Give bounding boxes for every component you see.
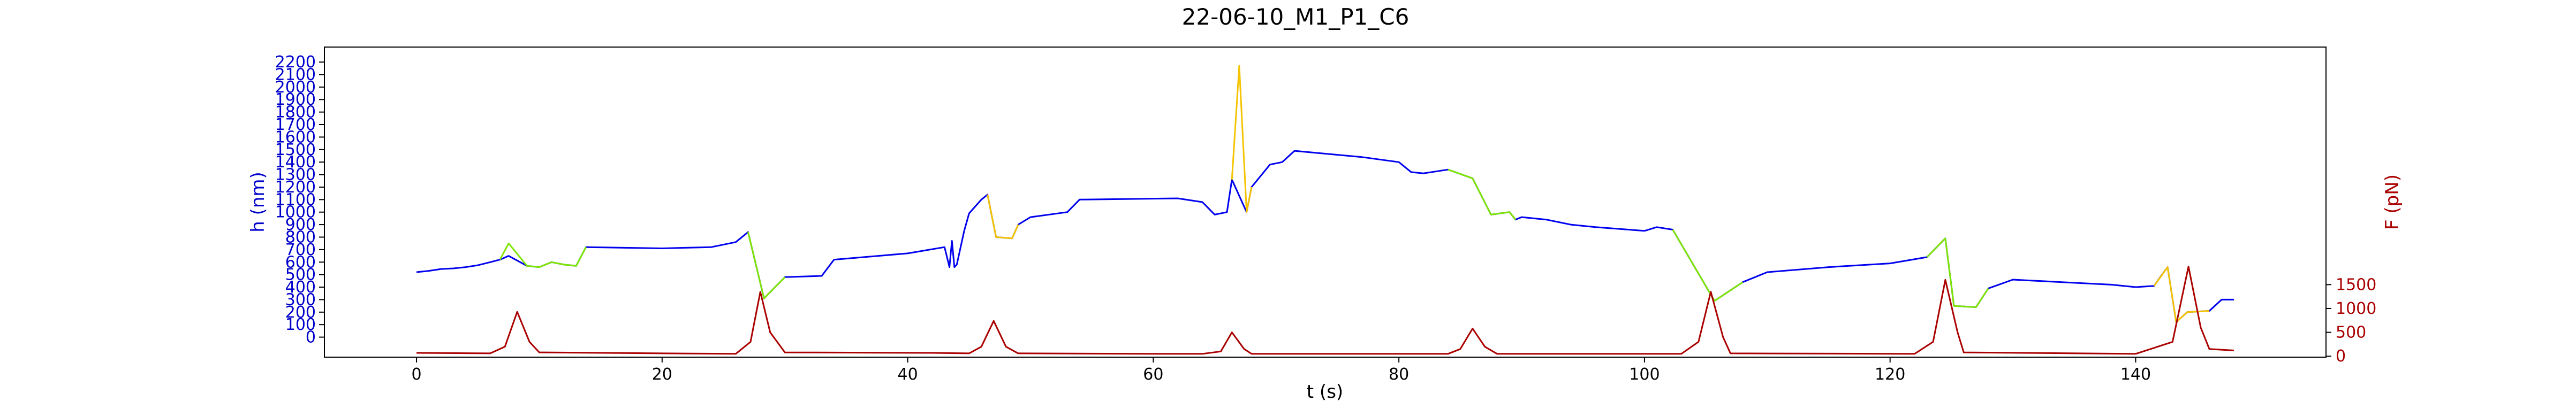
y-left-tick-label: 0 [306,328,316,347]
y-axis-left: 0100200300400500600700800900100011001200… [275,53,324,347]
y-axis-right: 0 500 1000 1500 [2326,275,2376,366]
series-line-7 [1926,237,1989,308]
x-tick-label: 20 [652,365,672,384]
x-tick-label: 80 [1389,365,1409,384]
series-line-1 [499,242,587,268]
y-left-tick-label: 1100 [275,190,316,209]
y-right-tick-label: 500 [2336,323,2366,342]
y-left-tick-label: 1500 [275,141,316,159]
x-axis-label: t (s) [1307,381,1343,401]
x-tick-label: 120 [1875,365,1905,384]
series-line-3 [987,194,1019,240]
x-tick-label: 100 [1629,365,1660,384]
y-left-tick-label: 1800 [275,103,316,122]
y-right-tick-label: 1500 [2336,275,2376,294]
y-left-tick-label: 100 [285,315,316,334]
y-axis-right-label: F (pN) [2382,174,2403,230]
y-left-tick-label: 300 [285,290,316,309]
x-tick-label: 40 [897,365,918,384]
y-left-tick-label: 1000 [275,203,316,222]
series-line-4 [1231,65,1253,213]
y-left-tick-label: 1900 [275,90,316,109]
y-left-tick-label: 1200 [275,178,316,197]
x-tick-label: 140 [2120,365,2151,384]
x-axis: 0 20 40 60 80 100 120 140 [411,357,2151,384]
y-axis-left-label: h (nm) [247,172,269,233]
y-left-tick-label: 200 [285,303,316,322]
y-left-tick-label: 1400 [275,153,316,172]
y-left-tick-label: 500 [285,266,316,284]
y-left-tick-label: 1700 [275,115,316,134]
y-left-tick-label: 2200 [275,53,316,72]
y-left-tick-label: 700 [285,241,316,259]
y-left-tick-label: 800 [285,228,316,246]
series-line-9 [416,266,2234,355]
y-left-tick-label: 400 [285,278,316,297]
plot-area-frame [324,47,2327,358]
y-left-tick-label: 600 [285,253,316,272]
series-line-2 [747,232,786,299]
y-right-tick-label: 1000 [2336,299,2376,318]
series-line-6 [1672,229,1744,302]
x-tick-label: 0 [411,365,421,384]
y-left-tick-label: 2100 [275,65,316,84]
y-left-tick-label: 2000 [275,78,316,97]
y-right-tick-label: 0 [2336,347,2346,366]
y-left-tick-label: 1600 [275,128,316,146]
y-left-tick-label: 1300 [275,166,316,184]
series-line-5 [1448,168,1517,220]
y-left-tick-label: 900 [285,215,316,234]
series-layer [416,65,2234,355]
series-line-0 [416,150,2234,323]
chart-title: 22-06-10_M1_P1_C6 [1182,4,1410,30]
x-tick-label: 60 [1143,365,1163,384]
